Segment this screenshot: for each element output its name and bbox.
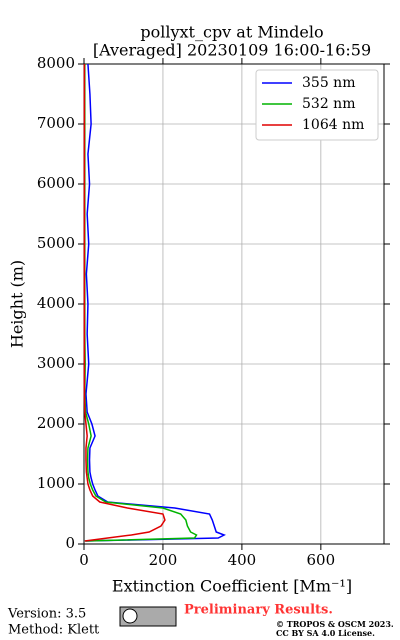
version-text: Version: 3.5 (7, 607, 86, 622)
profile-line (84, 64, 198, 542)
y-tick-label: 3000 (37, 354, 75, 372)
method-text: Method: Klett (8, 623, 100, 638)
legend-label: 532 nm (302, 96, 355, 112)
profile-line (85, 63, 226, 542)
x-axis-label: Extinction Coefficient [Mm⁻¹] (112, 577, 352, 596)
cc-circle (122, 608, 138, 624)
chart-title: pollyxt_cpv at Mindelo (140, 23, 323, 42)
cc-logo (119, 606, 177, 627)
y-tick-label: 0 (65, 534, 75, 552)
x-tick-label: 200 (149, 551, 178, 569)
chart-subtitle: [Averaged] 20230109 16:00-16:59 (93, 41, 371, 60)
legend-box (255, 69, 379, 141)
y-axis-label: Height (m) (8, 260, 27, 348)
y-tick-label: 7000 (37, 114, 75, 132)
profile-line (83, 64, 166, 542)
license-text: CC BY SA 4.0 License. (276, 628, 375, 638)
x-tick-label: 400 (228, 551, 257, 569)
y-tick-label: 5000 (37, 234, 75, 252)
y-tick-label: 8000 (37, 54, 75, 72)
x-tick-label: 0 (79, 551, 89, 569)
y-tick-label: 2000 (37, 414, 75, 432)
y-tick-label: 1000 (37, 474, 75, 492)
y-tick-label: 6000 (37, 174, 75, 192)
preliminary-text: Preliminary Results. (184, 603, 333, 618)
y-tick-label: 4000 (37, 294, 75, 312)
legend-label: 355 nm (302, 75, 355, 91)
copyright-text: © TROPOS & OSCM 2023. (276, 619, 394, 629)
x-tick-label: 600 (307, 551, 336, 569)
legend-label: 1064 nm (302, 117, 364, 133)
